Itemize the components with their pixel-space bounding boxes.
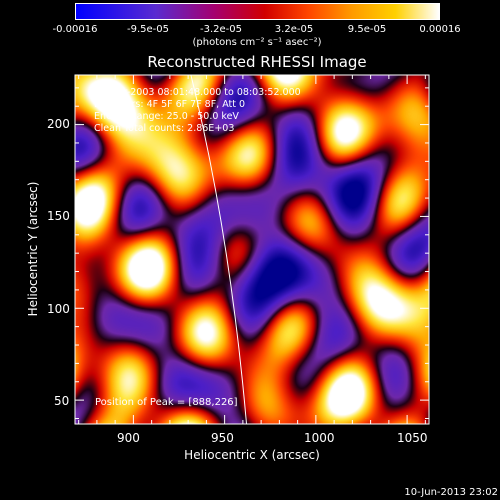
y-tick-label: 150 (47, 209, 70, 223)
colorbar-tick-label: 0.00016 (419, 24, 461, 35)
energy-range-annotation: Energy Range: 25.0 - 50.0 keV (94, 111, 239, 122)
x-tick-label: 900 (117, 431, 140, 445)
plot-frame (74, 74, 430, 425)
colorbar (75, 3, 440, 20)
y-tick-label: 200 (47, 117, 70, 131)
x-tick-label: 1050 (397, 431, 428, 445)
x-tick-label: 1000 (304, 431, 335, 445)
colorbar-units: (photons cm⁻² s⁻¹ asec⁻²) (192, 37, 322, 48)
colorbar-tick-label: -3.2e-05 (200, 24, 242, 35)
y-tick-label: 50 (54, 394, 70, 408)
x-tick-label: 950 (211, 431, 234, 445)
x-axis-label: Heliocentric X (arcsec) (184, 448, 320, 462)
colorbar-tick-label: -9.5e-05 (127, 24, 169, 35)
plot-area (75, 75, 429, 424)
peak-position-annotation: Position of Peak = [888,226] (95, 397, 238, 408)
heatmap-image (75, 75, 429, 424)
detectors-annotation: Detectors: 4F 5F 6F 7F 8F, Att 0 (94, 99, 246, 110)
colorbar-tick-label: 3.2e-05 (274, 24, 314, 35)
y-axis-label: Heliocentric Y (arcsec) (26, 181, 40, 317)
clean-annotation: Clean Total counts: 2.86E+03 (94, 123, 235, 134)
time-range-annotation: 20-Mar-2003 08:01:48.000 to 08:03:52.000 (94, 87, 301, 98)
y-tick-label: 100 (47, 302, 70, 316)
colorbar-tick-label: 9.5e-05 (347, 24, 387, 35)
colorbar-tick-label: -0.00016 (52, 24, 98, 35)
timestamp: 10-Jun-2013 23:02 (404, 487, 498, 498)
chart-title: Reconstructed RHESSI Image (147, 53, 367, 71)
solar-limb (190, 74, 248, 425)
